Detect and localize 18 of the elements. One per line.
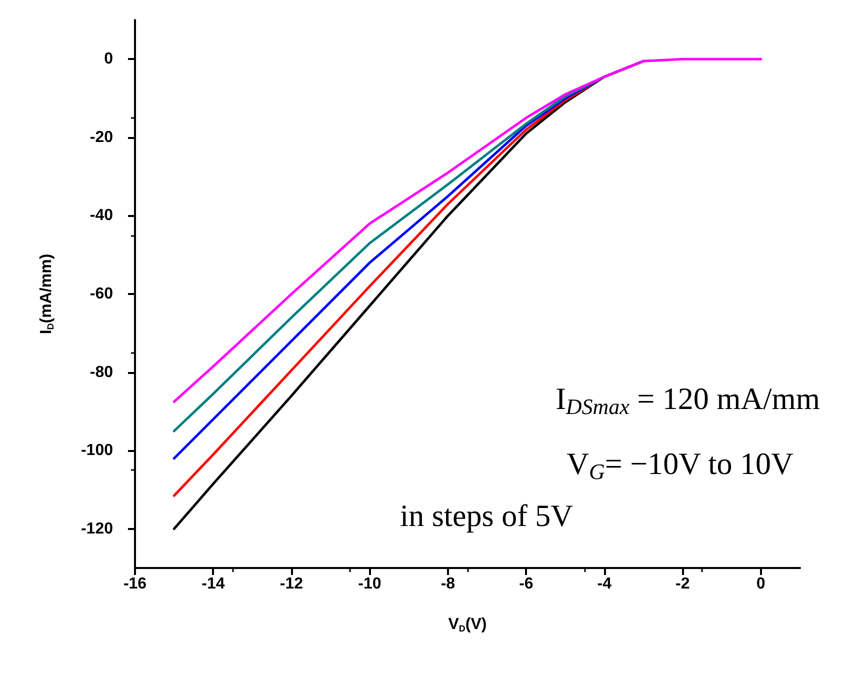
x-tick-label: -14 xyxy=(202,576,225,592)
x-tick-label: -2 xyxy=(676,576,690,592)
x-tick-label: -16 xyxy=(123,576,147,592)
y-tick-label: -80 xyxy=(90,364,114,381)
y-tick-label: -20 xyxy=(90,128,114,146)
x-tick-label: -6 xyxy=(519,576,534,592)
x-tick-label: -4 xyxy=(597,576,612,592)
y-tick-label: -120 xyxy=(80,520,114,538)
y-tick-label: -40 xyxy=(90,207,114,224)
y-tick-label: -100 xyxy=(80,442,114,460)
y-tick-label: -60 xyxy=(90,286,114,302)
x-tick-label: -12 xyxy=(280,576,304,592)
y-tick-label: 0 xyxy=(104,50,114,68)
annotation: in steps of 5V xyxy=(400,498,574,533)
x-tick-label: 0 xyxy=(756,576,766,592)
x-tick-label: -8 xyxy=(440,576,456,592)
x-tick-label: -10 xyxy=(358,576,382,592)
y-axis-title: ID(mA/mm) xyxy=(38,254,56,334)
